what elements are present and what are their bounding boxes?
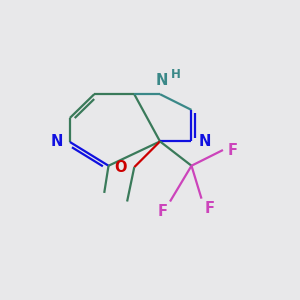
Text: O: O — [115, 160, 127, 175]
Text: N: N — [50, 134, 63, 149]
Text: N: N — [155, 73, 168, 88]
Text: F: F — [228, 142, 238, 158]
Text: F: F — [204, 201, 214, 216]
Text: F: F — [157, 204, 167, 219]
Text: N: N — [199, 134, 211, 149]
Text: H: H — [171, 68, 181, 81]
